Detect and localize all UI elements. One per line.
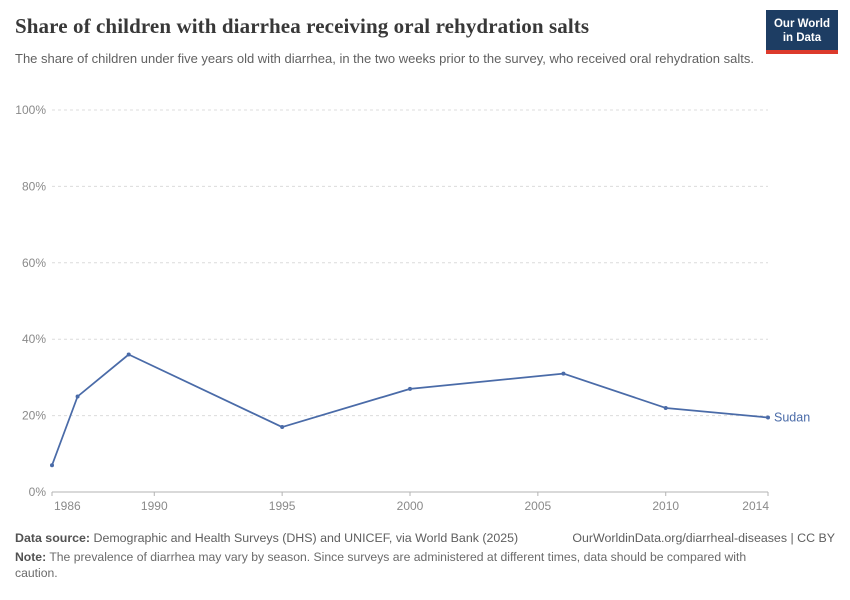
x-tick-label: 2014 bbox=[742, 499, 769, 513]
data-source: Data source: Demographic and Health Surv… bbox=[15, 531, 518, 545]
x-tick-label: 1990 bbox=[141, 499, 168, 513]
x-tick-label: 2010 bbox=[652, 499, 679, 513]
chart-subtitle: The share of children under five years o… bbox=[15, 51, 754, 66]
note-label: Note: bbox=[15, 550, 47, 564]
chart-footer: Data source: Demographic and Health Surv… bbox=[15, 531, 835, 582]
y-tick-label: 100% bbox=[15, 103, 46, 117]
owid-logo-line2: in Data bbox=[782, 32, 822, 45]
y-tick-label: 60% bbox=[22, 256, 46, 270]
data-point[interactable] bbox=[663, 405, 668, 410]
y-tick-label: 80% bbox=[22, 179, 46, 193]
data-point[interactable] bbox=[280, 425, 285, 430]
y-tick-label: 20% bbox=[22, 409, 46, 423]
data-point[interactable] bbox=[561, 371, 566, 376]
x-tick-label: 1986 bbox=[54, 499, 81, 513]
x-tick-label: 2005 bbox=[525, 499, 552, 513]
owid-logo[interactable]: Our World in Data bbox=[765, 10, 838, 55]
series-line[interactable] bbox=[51, 353, 769, 467]
credit-link[interactable]: OurWorldinData.org/diarrheal-diseases | … bbox=[572, 531, 835, 545]
y-tick-label: 40% bbox=[22, 332, 46, 346]
data-source-label: Data source: bbox=[15, 531, 91, 545]
y-tick-label: 0% bbox=[29, 485, 47, 499]
chart-title: Share of children with diarrhea receivin… bbox=[15, 14, 590, 38]
data-point[interactable] bbox=[50, 463, 54, 468]
owid-logo-line1: Our World bbox=[773, 18, 830, 30]
data-point[interactable] bbox=[408, 386, 412, 391]
data-point[interactable] bbox=[766, 415, 770, 420]
entity-label[interactable]: Sudan bbox=[774, 411, 810, 425]
chart-note: Note: The prevalence of diarrhea may var… bbox=[15, 549, 787, 582]
x-tick-label: 2000 bbox=[397, 499, 424, 513]
data-point[interactable] bbox=[126, 352, 131, 357]
note-text: The prevalence of diarrhea may vary by s… bbox=[15, 550, 747, 581]
x-tick-label: 1995 bbox=[269, 499, 296, 513]
data-point[interactable] bbox=[75, 394, 80, 399]
data-source-text: Demographic and Health Surveys (DHS) and… bbox=[90, 531, 519, 545]
